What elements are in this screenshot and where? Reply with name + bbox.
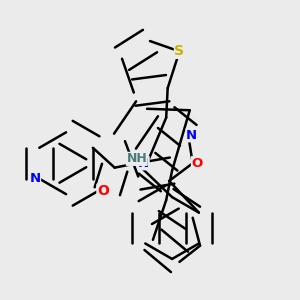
- Text: NH: NH: [126, 152, 147, 165]
- Text: S: S: [174, 44, 184, 58]
- Text: O: O: [97, 184, 109, 198]
- Text: N: N: [186, 129, 197, 142]
- Text: N: N: [29, 172, 40, 185]
- Text: O: O: [191, 157, 203, 170]
- Text: N: N: [138, 157, 149, 170]
